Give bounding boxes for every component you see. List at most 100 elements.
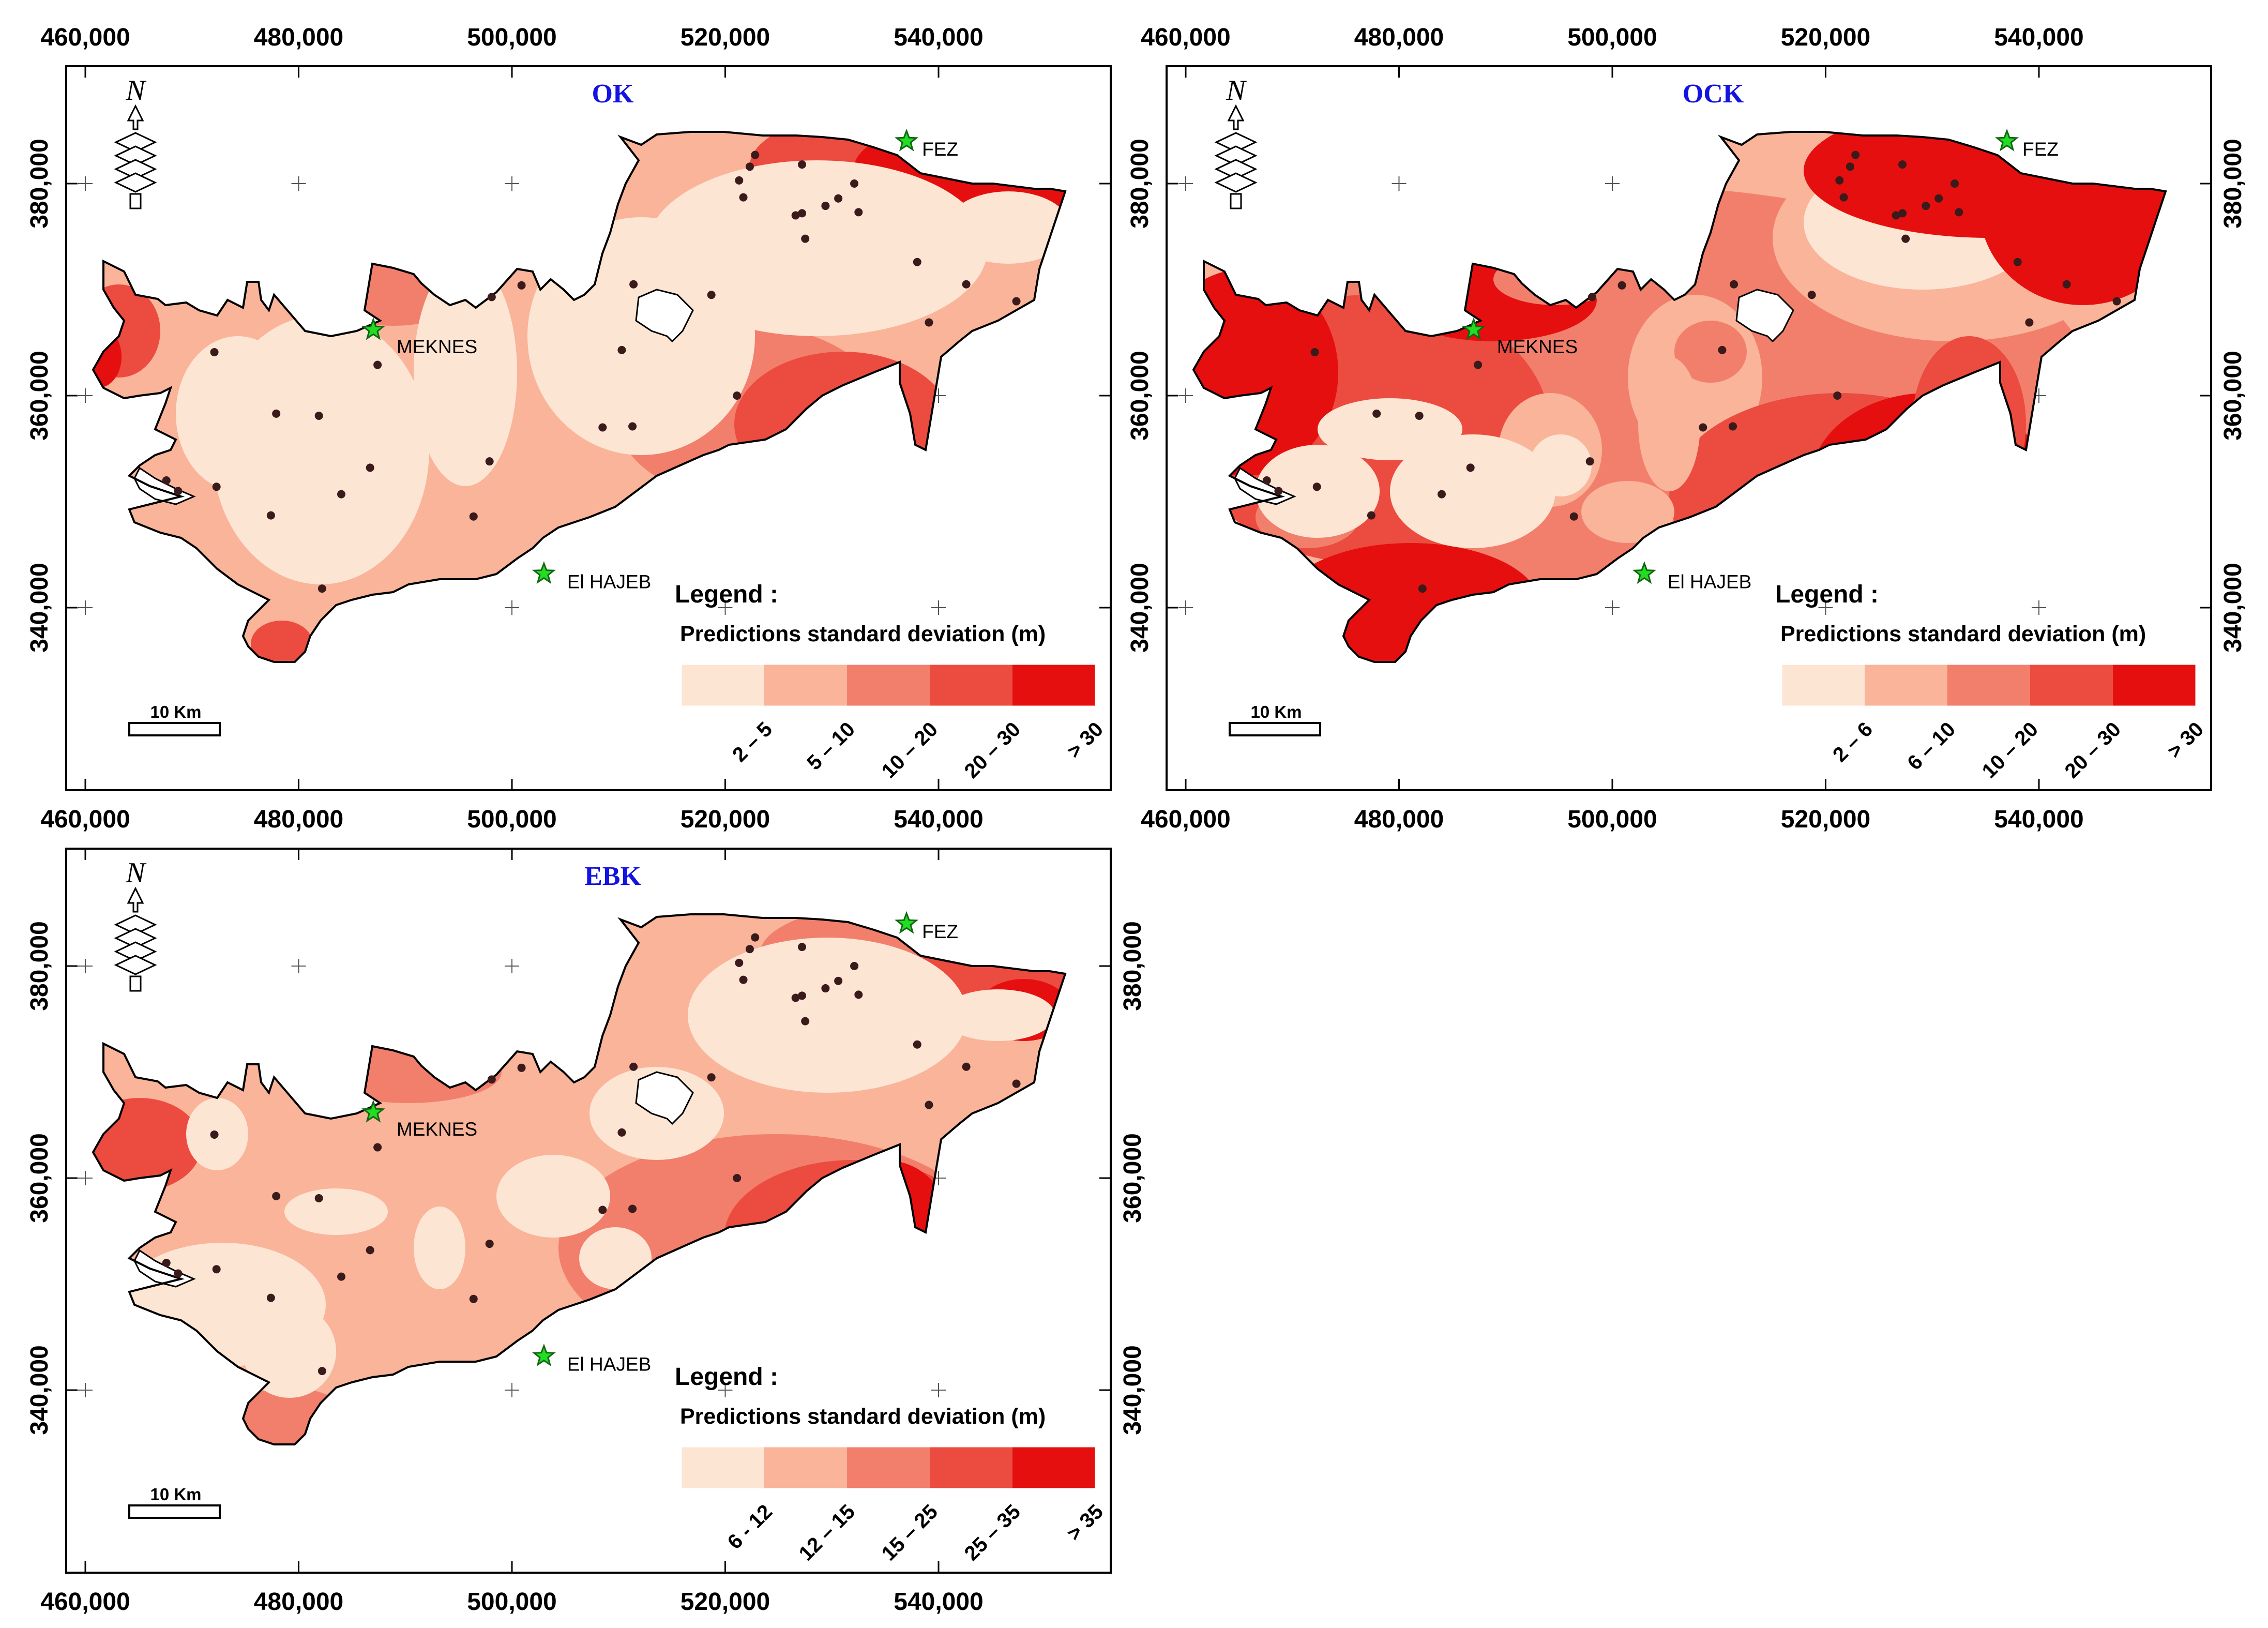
scale-bar xyxy=(128,722,221,736)
x-tick-label-top: 520,000 xyxy=(1781,24,1871,51)
well-point xyxy=(1833,391,1842,400)
well-point xyxy=(272,1192,281,1200)
well-point xyxy=(1846,162,1854,171)
well-point xyxy=(314,1194,323,1202)
well-point xyxy=(821,202,830,210)
well-point xyxy=(751,150,760,159)
legend-swatch-4 xyxy=(930,665,1012,706)
well-point xyxy=(517,1063,526,1072)
well-point xyxy=(485,1240,494,1248)
well-point xyxy=(1951,179,1959,188)
well-point xyxy=(317,1367,326,1376)
well-point xyxy=(1312,483,1321,491)
legend-swatch-1 xyxy=(1782,665,1865,706)
city-star-icon xyxy=(895,128,919,152)
north-arrow-icon: N xyxy=(114,74,157,209)
legend-heading: Legend : xyxy=(675,581,778,608)
scale-bar-label: 10 Km xyxy=(1250,702,1302,721)
zone-class-1 xyxy=(946,191,1065,264)
grid-cross xyxy=(78,959,93,973)
well-point xyxy=(598,423,607,432)
well-point xyxy=(834,976,843,985)
zone-class-1 xyxy=(176,336,300,491)
zone-class-1 xyxy=(414,259,517,486)
y-tick-label-left: 340,000 xyxy=(26,563,53,653)
zone-class-1 xyxy=(941,989,1055,1041)
well-point xyxy=(373,1143,382,1152)
x-tick-label-top: 480,000 xyxy=(254,24,344,51)
city-label-meknes: MEKNES xyxy=(397,1119,477,1140)
well-point xyxy=(1372,409,1381,418)
well-point xyxy=(212,483,221,491)
y-tick-label-right: 360,000 xyxy=(1119,1133,1146,1223)
x-tick-label-bottom: 540,000 xyxy=(894,806,984,833)
zone-class-1 xyxy=(1390,434,1555,548)
well-point xyxy=(162,476,171,485)
north-arrow-layer xyxy=(1214,145,1258,166)
grid-cross xyxy=(1605,176,1620,191)
x-tick-label-bottom: 520,000 xyxy=(681,806,770,833)
well-point xyxy=(210,348,219,356)
well-point xyxy=(913,258,921,266)
legend-frame xyxy=(681,1446,1096,1489)
grid-cross xyxy=(1178,600,1193,615)
zone-class-3 xyxy=(1674,321,1747,383)
zone-class-2 xyxy=(1638,357,1700,491)
well-point xyxy=(162,1259,171,1267)
legend-swatch-3 xyxy=(847,1447,930,1488)
well-point xyxy=(1012,1079,1021,1088)
scale-bar-label: 10 Km xyxy=(150,702,201,721)
map-panel-ok: 460,000 460,000 480,000 480,000 500,000 500,0… xyxy=(26,24,1112,833)
legend-swatch-1 xyxy=(682,665,764,706)
x-tick-label-bottom: 460,000 xyxy=(40,806,130,833)
north-arrow-layer xyxy=(1214,159,1258,179)
well-point xyxy=(791,993,800,1002)
well-point xyxy=(2062,280,2071,289)
panel-title: EBK xyxy=(584,862,641,891)
well-point xyxy=(272,409,281,418)
north-arrow-layer xyxy=(1214,132,1258,153)
well-point xyxy=(1955,208,1963,217)
well-point xyxy=(487,1075,496,1084)
city-label-fez: FEZ xyxy=(922,139,958,160)
well-point xyxy=(798,943,806,952)
y-tick-label-left: 340,000 xyxy=(1126,563,1154,653)
city-label-el_hajeb: El HAJEB xyxy=(567,571,651,592)
legend-heading: Legend : xyxy=(1775,581,1879,608)
legend-swatch-3 xyxy=(1947,665,2030,706)
well-point xyxy=(962,1062,971,1071)
legend-swatch-5 xyxy=(1012,665,1095,706)
y-tick-label-left: 360,000 xyxy=(26,351,53,441)
well-point xyxy=(629,1062,638,1071)
city-star-icon xyxy=(1461,317,1486,340)
x-tick-label-bottom: 520,000 xyxy=(1781,806,1871,833)
well-point xyxy=(913,1040,921,1049)
x-tick-label-top: 500,000 xyxy=(1567,24,1657,51)
city-label-el_hajeb: El HAJEB xyxy=(1668,571,1751,592)
well-point xyxy=(1729,422,1737,431)
grid-cross xyxy=(291,176,306,191)
north-label: N xyxy=(125,857,146,889)
grid-cross xyxy=(718,600,733,615)
city-star-icon xyxy=(1632,561,1656,584)
map-panel-ock: 460,000 460,000 480,000 480,000 500,000 500,0… xyxy=(1126,24,2247,833)
well-point xyxy=(707,291,716,299)
well-point xyxy=(469,1294,478,1303)
well-point xyxy=(1851,150,1860,159)
grid-cross xyxy=(291,959,306,973)
well-point xyxy=(745,162,754,171)
well-point xyxy=(1807,291,1816,299)
well-point xyxy=(791,211,800,220)
well-point xyxy=(739,193,748,202)
well-point xyxy=(366,463,374,472)
north-arrow-layer xyxy=(114,145,157,166)
y-tick-label-left: 380,000 xyxy=(1126,139,1154,229)
x-tick-label-bottom: 480,000 xyxy=(1354,806,1444,833)
well-point xyxy=(174,487,183,495)
grid-cross xyxy=(1178,176,1193,191)
y-tick-label-right: 340,000 xyxy=(2219,563,2247,653)
well-point xyxy=(1718,345,1727,354)
x-tick-label-bottom: 460,000 xyxy=(40,1588,130,1616)
well-point xyxy=(854,208,863,217)
well-point xyxy=(1730,280,1738,289)
